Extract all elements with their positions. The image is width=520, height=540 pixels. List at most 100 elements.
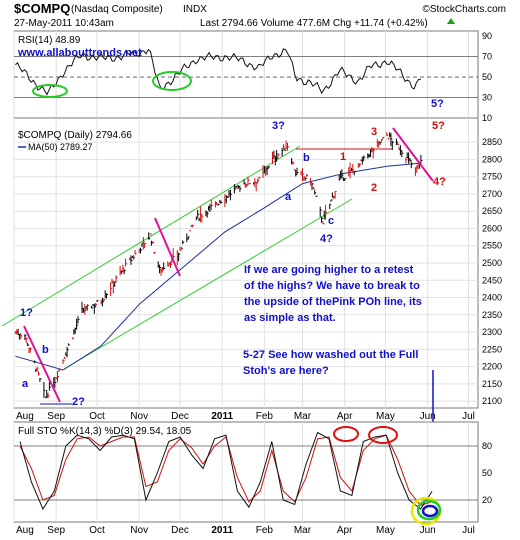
price-tick-label: 2150 (482, 379, 502, 389)
price-tick-label: 2650 (482, 206, 502, 216)
price-tick-label: 2550 (482, 241, 502, 251)
sto-tick-label: 20 (482, 495, 492, 505)
x-tick-label: Apr (337, 411, 353, 422)
price-tick-label: 2200 (482, 362, 502, 372)
sto-oval-may (368, 426, 398, 444)
x-tick-label: Mar (294, 411, 312, 422)
wave-label-5q-blue: 5? (431, 98, 444, 110)
x-axis-labels-sto: Aug Sep Oct Nov Dec 2011 Feb Mar Apr May Jun Jul (16, 525, 475, 536)
brand-label: ©StockCharts.com (422, 4, 506, 15)
price-tick-label: 2600 (482, 223, 502, 233)
price-tick-label: 2300 (482, 327, 502, 337)
wave-label-5q-red: 5? (432, 120, 445, 132)
x-tick-label: Jun (420, 411, 436, 422)
wave-label-4q-blue: 4? (320, 233, 333, 245)
x-tick-label: Aug (16, 525, 34, 536)
rsi-oval-aug (32, 84, 68, 98)
x-tick-label: Oct (89, 411, 105, 422)
rsi-panel: 10 30 50 70 90 RSI(14) 48.89 www.allabouttre… (13, 30, 492, 123)
price-tick-label: 2400 (482, 293, 502, 303)
price-legend: $COMPQ (Daily) 2794.66 (18, 130, 132, 141)
rsi-tick-label: 10 (482, 113, 492, 123)
x-tick-label: Nov (130, 525, 148, 536)
wave-label-2-red: 2 (371, 182, 377, 194)
x-tick-label: Feb (256, 525, 274, 536)
rsi-grid (13, 31, 478, 118)
sto-legend: Full STO %K(14,3) %D(3) 29.54, 18.05 (18, 426, 192, 437)
website-watermark: www.allabouttrends.net (17, 47, 142, 59)
price-panel: 2100215022002250230023502400245025002550… (1, 98, 502, 490)
quote-line: Last 2794.66 Volume 477.6M Chg +11.74 (+… (200, 18, 428, 29)
wave-label-c-mar: c (328, 215, 334, 227)
price-tick-label: 2750 (482, 172, 502, 182)
rsi-oval-nov (152, 71, 192, 91)
timestamp: 27-May-2011 10:43am (14, 18, 114, 29)
x-tick-label: Dec (171, 411, 189, 422)
commentary-washed-out: 5-27 See how washed out the Full Stoh's a… (243, 349, 418, 377)
price-bars (14, 132, 423, 399)
wave-label-b-feb: b (303, 152, 310, 164)
price-tick-label: 2850 (482, 137, 502, 147)
x-tick-label: Feb (256, 411, 274, 422)
price-tick-label: 2100 (482, 396, 502, 406)
price-tick-label: 2500 (482, 258, 502, 268)
ma50-line (15, 162, 421, 371)
x-tick-label: Aug (16, 411, 34, 422)
symbol-label: $COMPQ (14, 1, 70, 16)
wave-label-a-feb: a (285, 191, 292, 203)
x-tick-label: Jul (462, 525, 475, 536)
pink-line-aug (23, 325, 61, 403)
wave-label-3q: 3? (272, 120, 285, 132)
rsi-tick-label: 70 (482, 52, 492, 62)
sto-tick-label: 50 (482, 468, 492, 478)
channel-upper-line (1, 145, 301, 327)
stochastic-k-line (19, 431, 433, 511)
commentary-break-line: If we are going higher to a retest of the… (244, 264, 422, 324)
rsi-legend: RSI(14) 48.89 (18, 35, 81, 46)
x-tick-label: 2011 (211, 411, 233, 422)
rsi-frame (13, 30, 479, 119)
wave-label-2q: 2? (72, 396, 85, 408)
wave-label-3-red: 3 (371, 126, 377, 138)
x-axis-labels-price: Aug Sep Oct Nov Dec 2011 Feb Mar Apr May Jun Jul (16, 411, 475, 422)
x-tick-label: Oct (89, 525, 105, 536)
sto-tick-labels: 20 50 80 (482, 441, 492, 505)
sto-oval-green (416, 499, 442, 521)
sto-oval-apr (333, 426, 359, 442)
x-tick-label: May (376, 525, 395, 536)
sto-grid (13, 422, 478, 522)
price-tick-labels: 2100 2150 2200 2250 2300 2350 2400 2450 2500 2550… (482, 137, 502, 406)
ma-legend: MA(50) 2789.27 (28, 142, 93, 152)
wave-label-b-aug: b (42, 344, 49, 356)
rsi-tick-labels: 10 30 50 70 90 (482, 31, 492, 123)
rsi-line (15, 48, 421, 96)
x-tick-label: Jul (462, 411, 475, 422)
x-tick-label: Jun (420, 525, 436, 536)
channel-lower-line (63, 198, 353, 370)
wave-label-1q: 1? (20, 307, 33, 319)
price-tick-label: 2700 (482, 189, 502, 199)
x-tick-label: Sep (47, 411, 65, 422)
sto-oval-blue (421, 504, 439, 518)
chart-header: $COMPQ (Nasdaq Composite) INDX ©StockCha… (14, 1, 506, 29)
price-grid (13, 118, 478, 408)
x-tick-label: Dec (171, 525, 189, 536)
rsi-tick-label: 90 (482, 31, 492, 41)
x-tick-label: Mar (294, 525, 312, 536)
x-tick-label: 2011 (211, 525, 233, 536)
stochastic-panel: 20 50 80 Full STO %K(14,3) %D(3) 29.54, 18… (13, 421, 492, 526)
price-tick-label: 2450 (482, 275, 502, 285)
rsi-tick-label: 50 (482, 72, 492, 82)
exchange-label: INDX (183, 4, 207, 15)
up-arrow-icon (447, 18, 455, 24)
wave-label-a-aug: a (22, 378, 29, 390)
x-tick-label: Apr (337, 525, 353, 536)
index-name: (Nasdaq Composite) (71, 4, 163, 15)
x-tick-label: May (376, 411, 395, 422)
x-tick-label: Nov (130, 411, 148, 422)
x-tick-label: Sep (47, 525, 65, 536)
price-tick-label: 2350 (482, 310, 502, 320)
price-tick-label: 2250 (482, 344, 502, 354)
price-tick-label: 2800 (482, 154, 502, 164)
